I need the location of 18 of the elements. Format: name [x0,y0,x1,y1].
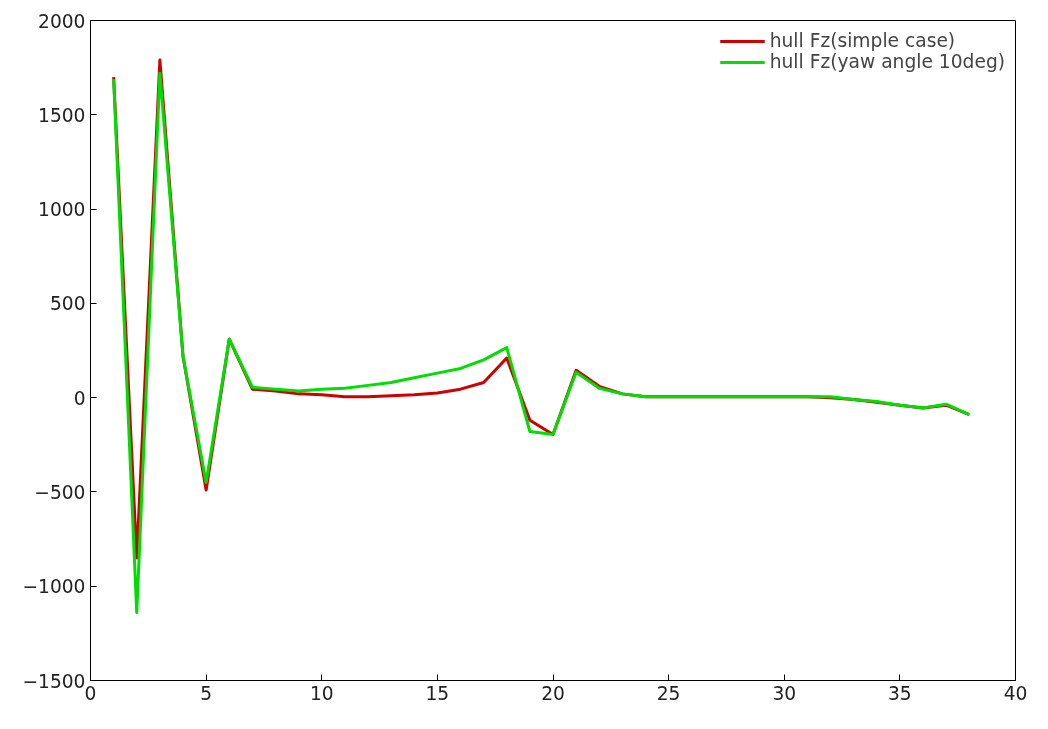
y-tick-label: 1500 [38,104,86,126]
x-tick-label: 35 [888,682,912,704]
y-tick-label: −1500 [22,670,86,692]
x-tick-label: 40 [1003,682,1028,704]
x-tick-label: 10 [309,682,334,704]
y-tick-label: 2000 [38,10,86,32]
x-tick-label: 20 [541,682,565,704]
x-tick-label: 15 [425,682,450,704]
legend-label: hull Fz(yaw angle 10deg) [769,51,1005,72]
y-tick-label: 500 [49,293,86,315]
x-tick-label: 5 [200,682,213,704]
legend-label: hull Fz(simple case) [769,30,956,51]
y-tick-label: 1000 [38,199,86,221]
x-tick-label: 25 [656,682,681,704]
y-tick-label: −1000 [22,576,86,598]
x-tick-label: 30 [772,682,797,704]
y-tick-label: 0 [73,387,86,409]
y-tick-label: −500 [34,481,86,503]
